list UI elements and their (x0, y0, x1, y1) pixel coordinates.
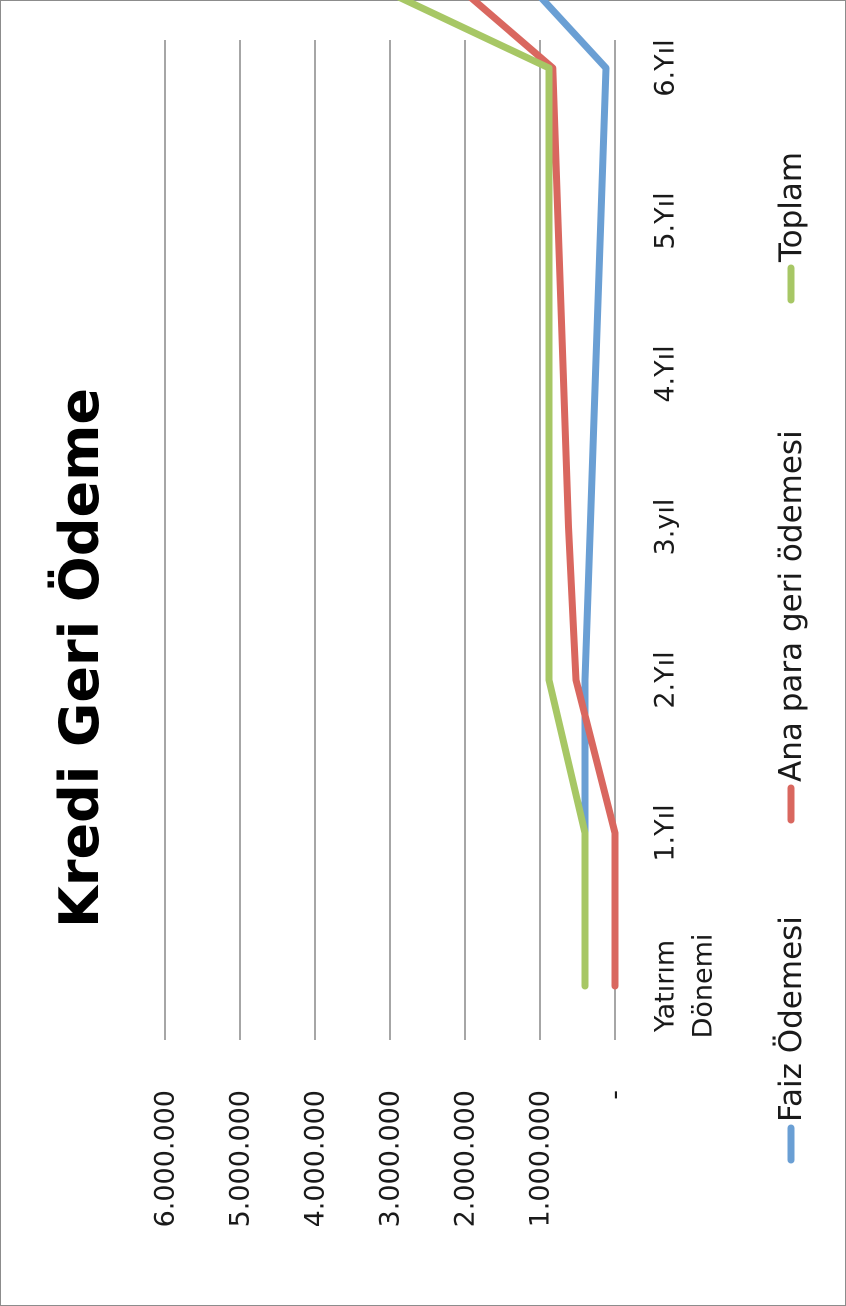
y-tick-label: 6.000.000 (150, 1090, 181, 1227)
y-tick-label: 2.000.000 (450, 1090, 481, 1227)
series-line (538, 0, 610, 837)
legend-label: Toplam (773, 152, 809, 263)
x-category-label: 4.Yıl (650, 345, 681, 402)
x-axis-category-labels: Yatırım Dönemi 1.Yıl 2.Yıl 3.yıl 4.Yıl 5.Yıl 6.… (650, 39, 719, 1039)
y-axis-tick-labels: - 1.000.000 2.000.000 3.000.000 4.000.000 5.0… (150, 1090, 631, 1227)
x-category-label: 3.yıl (650, 499, 681, 556)
series-line (468, 0, 619, 990)
legend-item: Toplam (773, 152, 809, 304)
legend: Faiz Ödemesi Ana para geri ödemesi Toplam (772, 152, 809, 1164)
chart-title: Kredi Geri Ödeme (48, 388, 111, 928)
y-tick-label: 5.000.000 (225, 1090, 256, 1227)
y-tick-label: 1.000.000 (525, 1090, 556, 1227)
x-category-label: 6.Yıl (650, 39, 681, 96)
y-tick-label: - (600, 1090, 631, 1100)
x-category-label: 2.Yıl (650, 651, 681, 708)
series-lines (396, 0, 619, 990)
x-category-label: 1.Yıl (650, 804, 681, 861)
series-line (396, 0, 589, 990)
legend-label: Ana para geri ödemesi (773, 430, 809, 782)
legend-item: Faiz Ödemesi (772, 916, 809, 1164)
y-tick-label: 4.000.000 (300, 1090, 331, 1227)
y-tick-label: 3.000.000 (375, 1090, 406, 1227)
legend-item: Ana para geri ödemesi (773, 430, 809, 824)
x-category-label: 5.Yıl (650, 192, 681, 249)
x-category-label: Yatırım (650, 940, 681, 1033)
legend-label: Faiz Ödemesi (772, 916, 809, 1122)
x-category-label: Dönemi (688, 934, 719, 1039)
